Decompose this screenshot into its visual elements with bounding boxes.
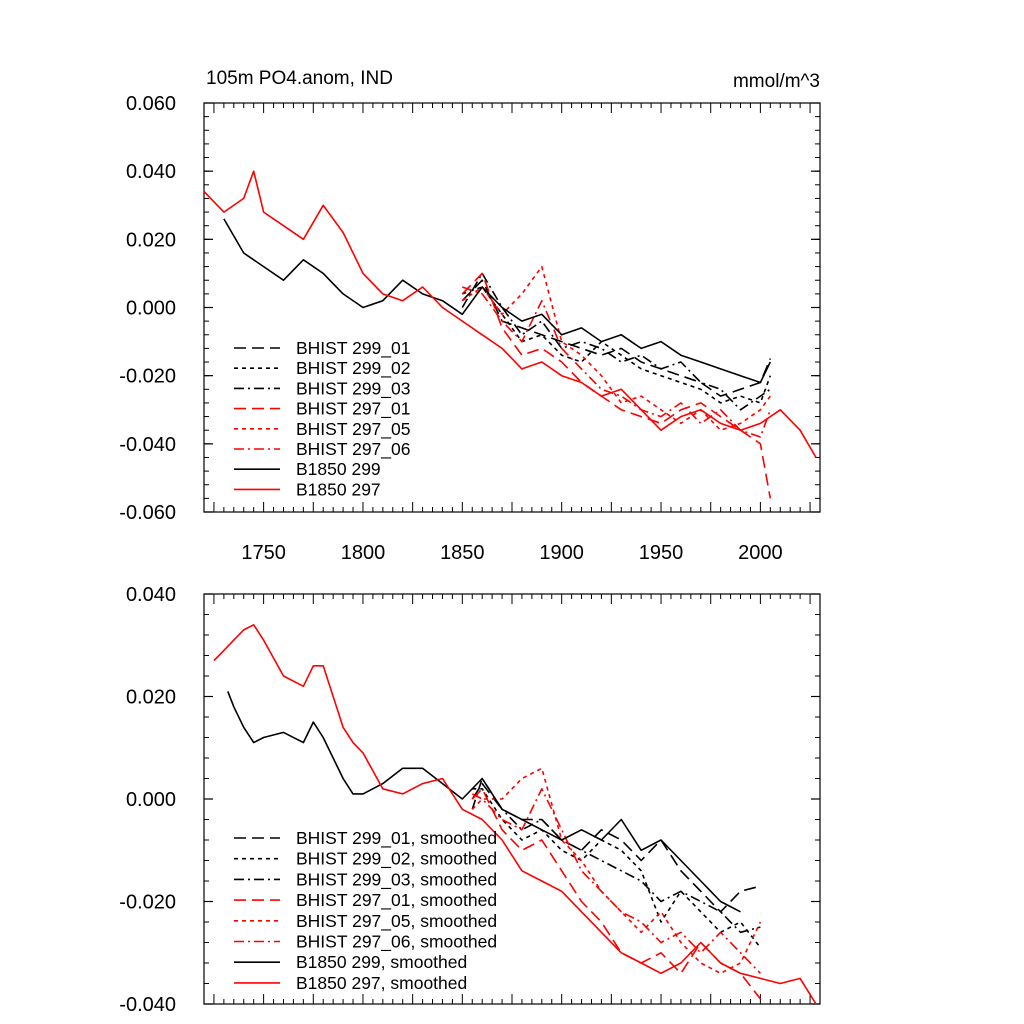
top-series-group (203, 170, 817, 499)
y-tick-label: -0.020 (119, 366, 176, 388)
legend-label: BHIST 297_05, smoothed (296, 911, 497, 932)
series-line-bhist-299-03-smoothed (471, 777, 761, 934)
legend-label: B1850 297, smoothed (296, 973, 467, 993)
series-line-bhist-297-01-smoothed (471, 787, 762, 1000)
legend-label: BHIST 297_06, smoothed (296, 932, 497, 953)
y-tick-label: 0.060 (126, 93, 176, 115)
series-line-bhist-299-03 (461, 272, 771, 411)
legend-label: BHIST 299_02 (296, 358, 410, 379)
series-line-b1850-299 (223, 218, 772, 384)
x-tick-label: 1900 (539, 542, 584, 564)
legend-label: BHIST 297_01, smoothed (296, 890, 497, 911)
legend-label: B1850 297 (296, 479, 381, 499)
x-tick-label: 1750 (241, 542, 286, 564)
series-line-b1850-297-smoothed (213, 623, 817, 1005)
legend-label: BHIST 299_01, smoothed (296, 828, 497, 849)
x-tick-label: 1800 (341, 542, 386, 564)
y-tick-label: 0.020 (126, 687, 176, 709)
x-tick-label: 1850 (440, 542, 485, 564)
legend-label: B1850 299, smoothed (296, 952, 467, 972)
y-tick-label: -0.040 (119, 434, 176, 456)
top-axes: 0.060 0.040 0.020 0.000 -0.020 -0.040 -0.060 17… (119, 93, 821, 564)
series-line-bhist-297-01 (461, 272, 772, 499)
x-tick-label: 1950 (639, 542, 684, 564)
bottom-axes: 0.040 0.020 0.000 -0.020 -0.040 (119, 584, 821, 1016)
legend-label: BHIST 299_02, smoothed (296, 849, 497, 870)
top-chart-units: mmol/m^3 (733, 71, 820, 92)
legend-label: BHIST 299_03 (296, 378, 410, 399)
series-line-bhist-297-06-smoothed (471, 787, 761, 974)
y-tick-label: -0.040 (119, 994, 176, 1016)
top-chart-title: 105m PO4.anom, IND (206, 68, 393, 89)
y-tick-label: 0.020 (126, 229, 176, 251)
legend-label: BHIST 299_03, smoothed (296, 869, 497, 890)
bottom-series-group (213, 623, 817, 1005)
series-line-bhist-299-02 (462, 286, 772, 404)
series-line-bhist-299-01 (461, 279, 772, 397)
y-tick-label: 0.000 (126, 789, 176, 811)
series-line-b1850-299-smoothed (227, 691, 741, 913)
y-tick-label: -0.060 (119, 502, 176, 524)
legend-label: B1850 299 (296, 459, 381, 479)
series-line-bhist-297-06 (462, 286, 772, 438)
legend-label: BHIST 299_01 (296, 338, 410, 359)
y-tick-label: -0.020 (119, 892, 176, 914)
series-line-bhist-297-05-smoothed (471, 767, 762, 975)
legend-label: BHIST 297_06 (296, 439, 410, 460)
legend-label: BHIST 297_05 (296, 419, 410, 440)
series-line-b1850-297 (203, 170, 817, 458)
y-tick-label: 0.040 (126, 584, 176, 606)
x-tick-label: 2000 (738, 542, 783, 564)
series-line-bhist-299-02-smoothed (472, 787, 762, 949)
legend-label: BHIST 297_01 (296, 399, 410, 420)
y-tick-label: 0.000 (126, 298, 176, 320)
y-tick-label: 0.040 (126, 161, 176, 183)
